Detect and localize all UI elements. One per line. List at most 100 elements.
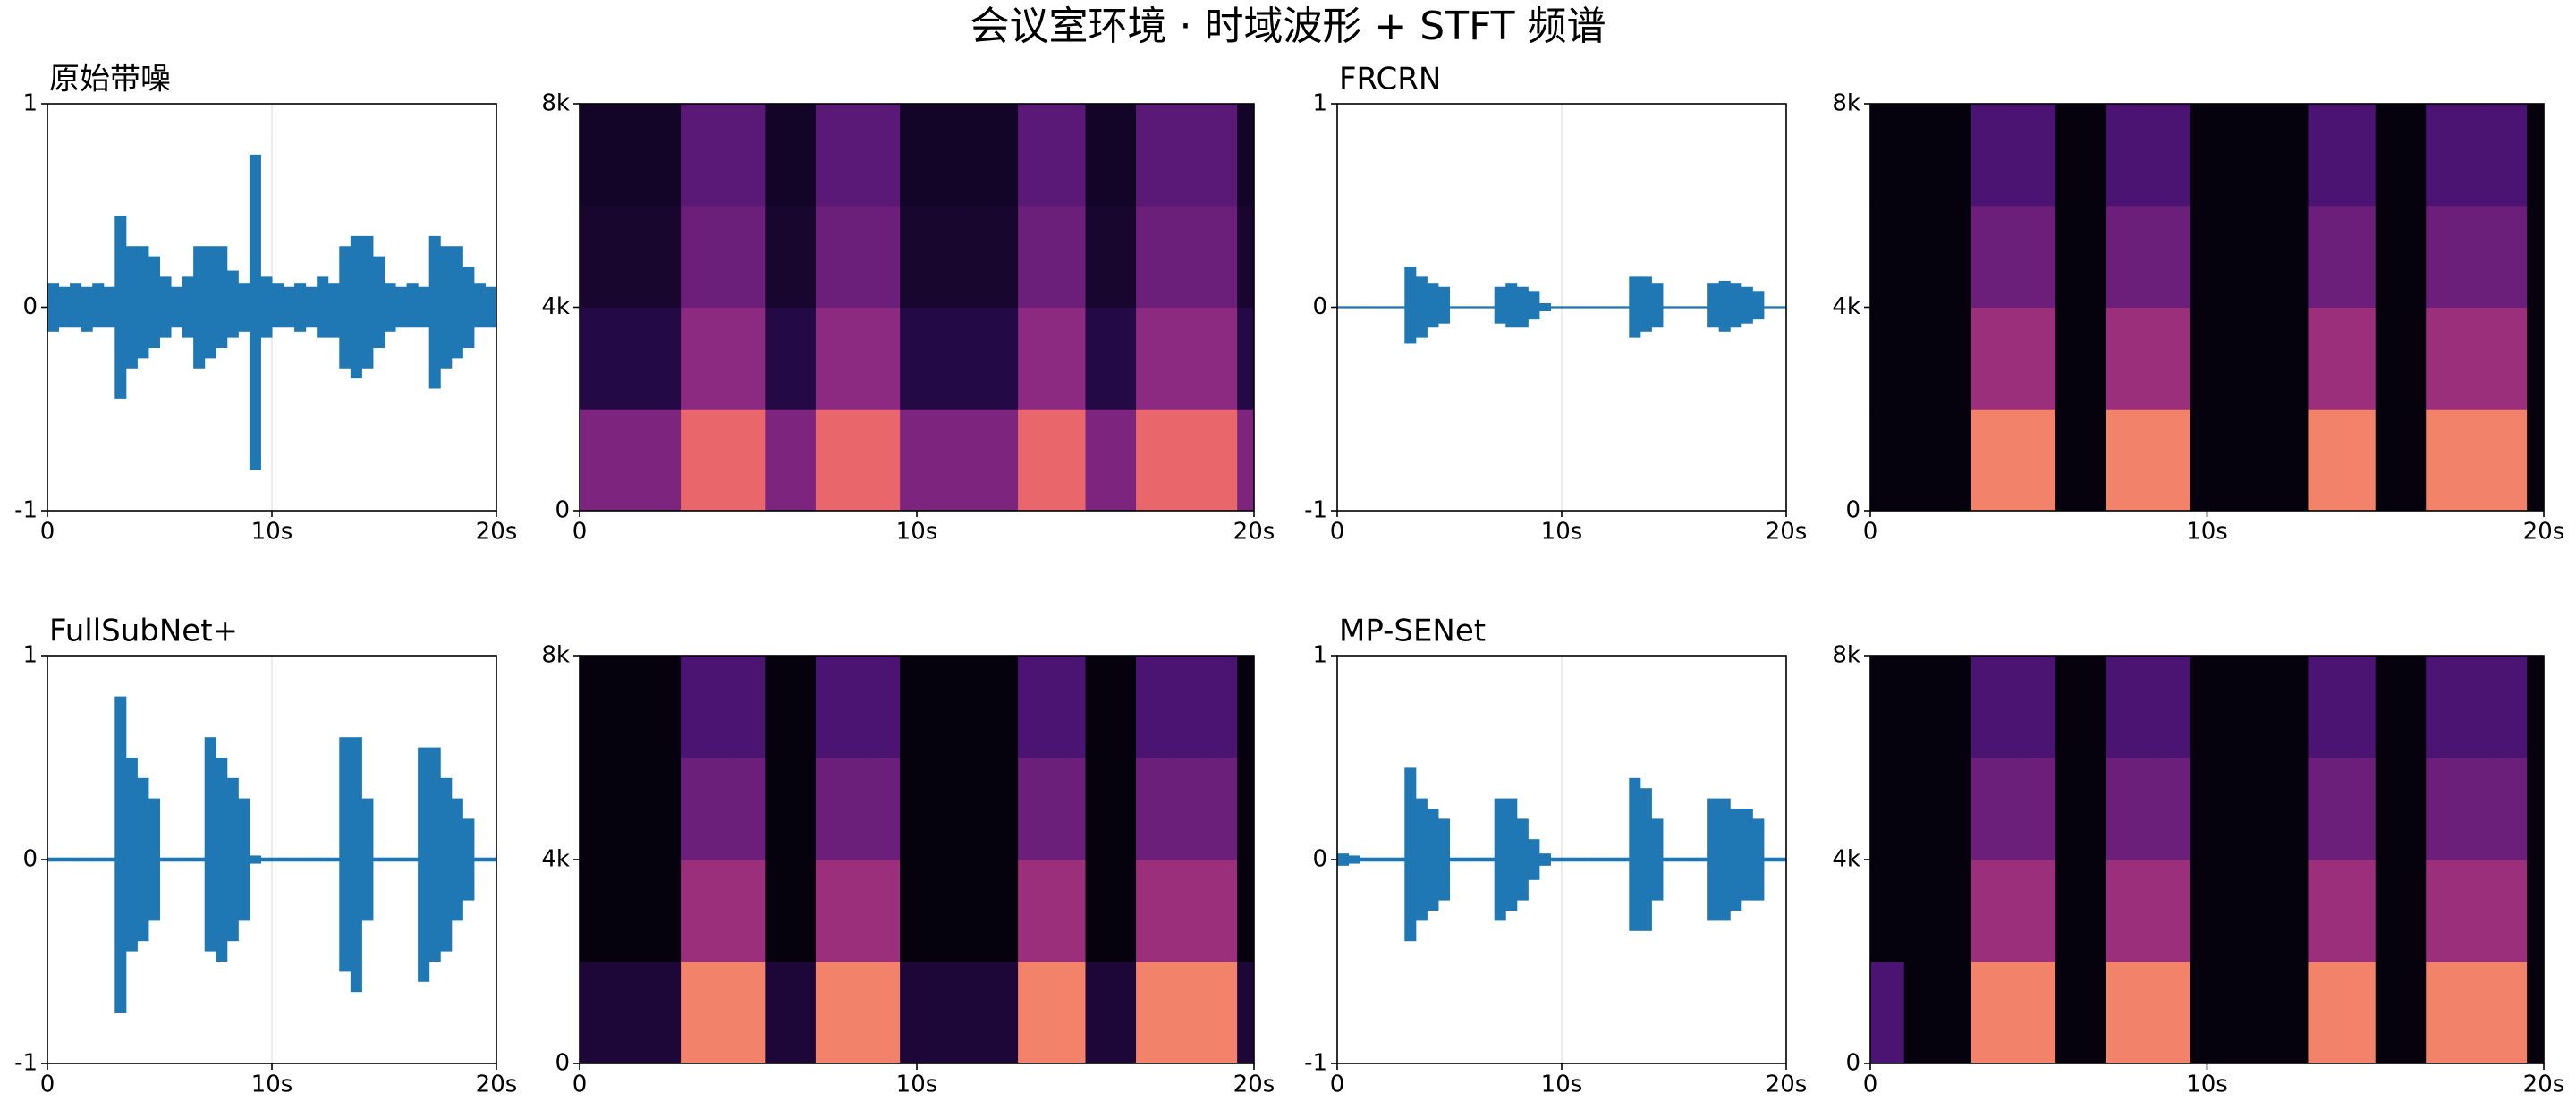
- spectrogram-cell: [2055, 205, 2073, 308]
- spectrogram-cell: [799, 307, 817, 410]
- spectrogram-cell: [2426, 104, 2444, 207]
- waveform-segment: [1562, 306, 1574, 309]
- waveform-segment: [485, 857, 497, 862]
- spectrogram-cell: [917, 104, 935, 207]
- spectrogram-cell: [1102, 307, 1120, 410]
- spectrogram-cell: [1203, 758, 1221, 860]
- spectrogram-cell: [2459, 307, 2478, 410]
- spectrogram-cell: [2140, 656, 2157, 758]
- spectrogram-cell: [2342, 962, 2360, 1064]
- spectrogram-cell: [2476, 205, 2495, 308]
- spectrogram-cell: [1870, 307, 1888, 410]
- spectrogram-cell: [1203, 104, 1221, 207]
- waveform-segment: [327, 857, 340, 862]
- spectrogram-cell: [731, 758, 749, 860]
- spectrogram-cell: [697, 962, 716, 1064]
- x-tick-label: 0: [1863, 1072, 1878, 1098]
- spectrogram-cell: [900, 758, 918, 860]
- spectrogram-cell: [2224, 409, 2241, 512]
- waveform-segment: [125, 758, 138, 952]
- spectrogram-cell: [1970, 409, 1989, 512]
- spectrogram-cell: [596, 307, 614, 410]
- spectrogram-cell: [580, 205, 597, 308]
- x-tick-label: 0: [40, 1072, 55, 1098]
- spectrogram-cell: [2510, 860, 2528, 962]
- spectrogram-cell: [2510, 205, 2528, 308]
- spectrogram-cell: [2493, 860, 2511, 962]
- spectrogram-cell: [984, 962, 1002, 1064]
- spectrogram-cell: [2257, 656, 2275, 758]
- spectrogram-cell: [2325, 656, 2343, 758]
- spectrogram-cell: [1870, 962, 1888, 1064]
- spectrogram-cell: [933, 962, 952, 1064]
- waveform-segment: [395, 286, 408, 328]
- spectrogram-cell: [1870, 656, 1888, 758]
- spectrogram-cell: [1903, 962, 1921, 1064]
- spectrogram-cell: [815, 962, 834, 1064]
- spectrogram-cell: [799, 758, 817, 860]
- spectrogram-cell: [900, 860, 918, 962]
- spectrogram-cell: [2207, 656, 2224, 758]
- spectrogram-cell: [647, 307, 665, 410]
- spectrogram-cell: [2257, 758, 2275, 860]
- spectrogram-cell: [883, 409, 901, 512]
- x-tick-label: 10s: [251, 519, 293, 546]
- spectrogram-cell: [1119, 860, 1137, 962]
- spectrogram-cell: [1886, 860, 1905, 962]
- spectrogram-cell: [1051, 860, 1070, 962]
- spectrogram-cell: [1987, 860, 2006, 962]
- spectrogram-cell: [2358, 104, 2377, 207]
- spectrogram-cell: [2308, 758, 2326, 860]
- spectrogram-cell: [917, 409, 935, 512]
- spectrogram-cell: [2190, 104, 2207, 207]
- spectrogram-cell: [2190, 307, 2207, 410]
- spectrogram-cell: [2392, 409, 2410, 512]
- spectrogram-cell: [647, 104, 665, 207]
- spectrogram-cell: [984, 205, 1002, 308]
- spectrogram-cell: [1903, 860, 1921, 962]
- spectrogram-cell: [2224, 758, 2241, 860]
- waveform-segment: [1404, 767, 1417, 942]
- spectrogram-cell: [1970, 205, 1989, 308]
- spectrogram-cell: [2055, 307, 2073, 410]
- waveform-segment: [249, 855, 261, 864]
- waveform-segment: [440, 777, 453, 952]
- spectrogram-cell: [2510, 307, 2528, 410]
- spectrogram-cell: [1136, 656, 1154, 758]
- waveform-segment: [462, 818, 475, 901]
- spectrogram-cell: [799, 104, 817, 207]
- spectrogram-cell: [2274, 860, 2292, 962]
- spectrogram-cell: [697, 104, 716, 207]
- spectrogram-cell: [2291, 307, 2309, 410]
- spectrogram-cell: [2308, 409, 2326, 512]
- spectrogram-cell: [2257, 409, 2275, 512]
- spectrogram-cell: [2443, 758, 2461, 860]
- spectrogram-cell: [2241, 205, 2258, 308]
- waveform-segment: [1640, 788, 1652, 931]
- spectrogram-cell: [731, 104, 749, 207]
- spectrogram-cell: [1937, 104, 1955, 207]
- subplot: FullSubNet+0 10s 20s-101: [14, 614, 517, 1098]
- waveform-segment: [440, 246, 453, 369]
- spectrogram-cell: [2426, 860, 2444, 962]
- y-tick-label: 0: [555, 497, 570, 524]
- spectrogram-cell: [1903, 758, 1921, 860]
- waveform-segment: [216, 758, 228, 962]
- spectrogram-cell: [832, 758, 851, 860]
- spectrogram-cell: [1051, 205, 1070, 308]
- spectrogram-cell: [2325, 205, 2343, 308]
- waveform-segment: [1685, 306, 1698, 309]
- subplot: 0 10s 20s 0 4k 8k: [541, 642, 1275, 1098]
- spectrogram-cell: [1186, 307, 1204, 410]
- spectrogram-cell: [1970, 962, 1989, 1064]
- spectrogram-cell: [630, 962, 648, 1064]
- y-tick-label: 0: [22, 293, 38, 320]
- spectrogram-cell: [2375, 409, 2394, 512]
- spectrogram-cell: [1886, 409, 1905, 512]
- spectrogram-cell: [2106, 758, 2123, 860]
- spectrogram-cell: [815, 656, 834, 758]
- spectrogram-cell: [697, 656, 716, 758]
- spectrogram-cell: [1870, 205, 1888, 308]
- spectrogram-cell: [799, 962, 817, 1064]
- waveform-segment: [1393, 306, 1405, 309]
